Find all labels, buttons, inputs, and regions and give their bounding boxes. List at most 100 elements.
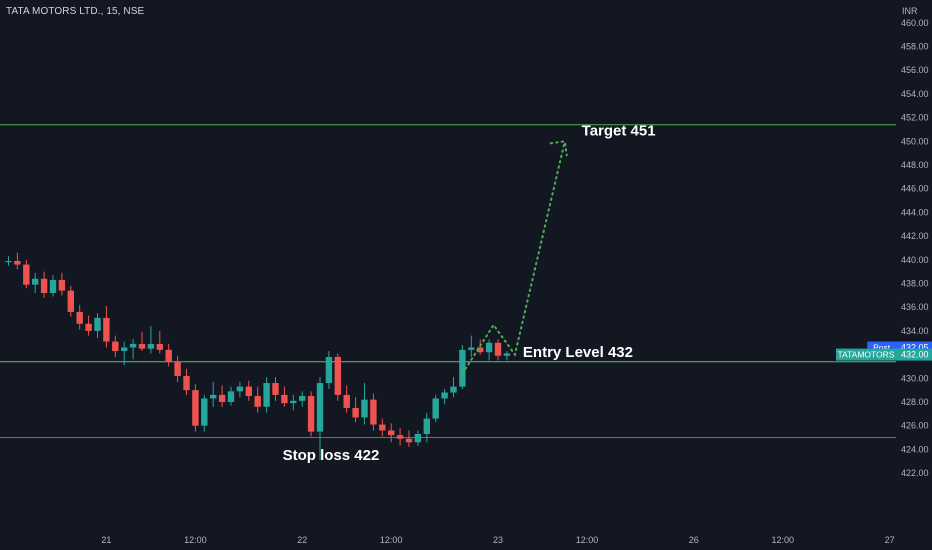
currency-label: INR bbox=[902, 6, 918, 16]
candle[interactable] bbox=[343, 385, 350, 413]
candle[interactable] bbox=[272, 377, 279, 401]
candle-body bbox=[405, 438, 413, 443]
candle-body bbox=[396, 435, 404, 439]
candle[interactable] bbox=[370, 393, 377, 431]
time-scale[interactable] bbox=[0, 528, 896, 550]
candle-body bbox=[236, 386, 244, 392]
candle[interactable] bbox=[299, 391, 306, 407]
candle[interactable] bbox=[388, 423, 395, 443]
stop-annotation: Stop loss 422 bbox=[283, 447, 380, 464]
candle-body bbox=[165, 349, 172, 362]
candle[interactable] bbox=[245, 380, 252, 401]
candle[interactable] bbox=[405, 430, 413, 448]
candle[interactable] bbox=[450, 377, 457, 398]
price-tick-label: 450.00 bbox=[901, 136, 929, 146]
candle[interactable] bbox=[201, 394, 208, 432]
candle[interactable] bbox=[254, 386, 261, 413]
candle[interactable] bbox=[290, 394, 297, 411]
candle[interactable] bbox=[227, 386, 235, 406]
candle-body bbox=[281, 394, 288, 404]
candle[interactable] bbox=[459, 345, 466, 389]
candle-body bbox=[103, 317, 110, 342]
candle[interactable] bbox=[67, 285, 74, 317]
candle-body bbox=[58, 279, 66, 291]
candle[interactable] bbox=[281, 386, 288, 407]
candle[interactable] bbox=[32, 272, 39, 293]
price-scale[interactable] bbox=[896, 0, 932, 550]
candle[interactable] bbox=[121, 341, 128, 366]
candle-body bbox=[307, 396, 315, 432]
candle-body bbox=[156, 343, 163, 350]
candle-body bbox=[121, 347, 128, 352]
projection-path[interactable] bbox=[461, 140, 566, 375]
candle[interactable] bbox=[183, 368, 190, 395]
candle[interactable] bbox=[325, 351, 333, 389]
candle[interactable] bbox=[156, 330, 163, 354]
candle[interactable] bbox=[441, 388, 448, 405]
candle[interactable] bbox=[334, 353, 341, 401]
candle[interactable] bbox=[485, 339, 493, 361]
candle[interactable] bbox=[396, 428, 404, 446]
price-tick-label: 444.00 bbox=[901, 207, 929, 217]
candle[interactable] bbox=[361, 383, 368, 425]
candle[interactable] bbox=[432, 394, 439, 423]
candle[interactable] bbox=[174, 355, 181, 382]
candle[interactable] bbox=[165, 343, 172, 367]
price-tick-label: 438.00 bbox=[901, 279, 929, 289]
price-tick-label: 452.00 bbox=[901, 113, 929, 123]
candle-body bbox=[183, 375, 190, 391]
candle[interactable] bbox=[14, 252, 21, 270]
candle[interactable] bbox=[147, 326, 155, 354]
candle-body bbox=[245, 386, 252, 397]
candle-body bbox=[210, 394, 217, 399]
candle-body bbox=[85, 323, 92, 331]
candle[interactable] bbox=[379, 418, 386, 437]
price-tick-label: 442.00 bbox=[901, 231, 929, 241]
time-tick-label: 12:00 bbox=[772, 535, 795, 545]
candle[interactable] bbox=[138, 332, 146, 352]
candle[interactable] bbox=[40, 271, 48, 298]
candle-body bbox=[325, 356, 333, 384]
candle[interactable] bbox=[129, 339, 137, 360]
candle-body bbox=[192, 390, 199, 426]
candle[interactable] bbox=[316, 377, 324, 461]
candle-body bbox=[5, 260, 12, 263]
candle-body bbox=[49, 279, 57, 293]
candle-body bbox=[459, 349, 466, 387]
candle[interactable] bbox=[49, 275, 57, 297]
time-tick-label: 26 bbox=[689, 535, 699, 545]
candle-body bbox=[174, 361, 181, 376]
candle[interactable] bbox=[112, 335, 119, 357]
candle[interactable] bbox=[85, 315, 92, 336]
candle[interactable] bbox=[414, 430, 422, 446]
candle[interactable] bbox=[218, 385, 226, 407]
candle[interactable] bbox=[103, 306, 110, 348]
candle-body bbox=[503, 353, 511, 356]
candle[interactable] bbox=[477, 339, 484, 355]
candle[interactable] bbox=[5, 256, 12, 266]
candle-body bbox=[14, 260, 21, 265]
candle[interactable] bbox=[352, 397, 359, 423]
candle[interactable] bbox=[210, 381, 217, 407]
candle[interactable] bbox=[468, 335, 475, 357]
candle-body bbox=[468, 347, 475, 350]
candle[interactable] bbox=[192, 384, 199, 432]
projection-arrow-head bbox=[549, 140, 568, 157]
candle[interactable] bbox=[263, 377, 270, 413]
price-tick-label: 446.00 bbox=[901, 184, 929, 194]
candle-body bbox=[316, 383, 324, 432]
candle[interactable] bbox=[307, 391, 315, 437]
candle[interactable] bbox=[236, 381, 244, 398]
candle[interactable] bbox=[494, 339, 502, 361]
candle-body bbox=[343, 394, 350, 408]
candle-body bbox=[32, 278, 39, 285]
candle[interactable] bbox=[23, 259, 30, 289]
candle[interactable] bbox=[58, 272, 66, 296]
candle[interactable] bbox=[94, 313, 101, 339]
candle[interactable] bbox=[423, 412, 430, 443]
candle[interactable] bbox=[76, 304, 83, 330]
candle[interactable] bbox=[503, 351, 511, 361]
time-tick-label: 22 bbox=[297, 535, 307, 545]
